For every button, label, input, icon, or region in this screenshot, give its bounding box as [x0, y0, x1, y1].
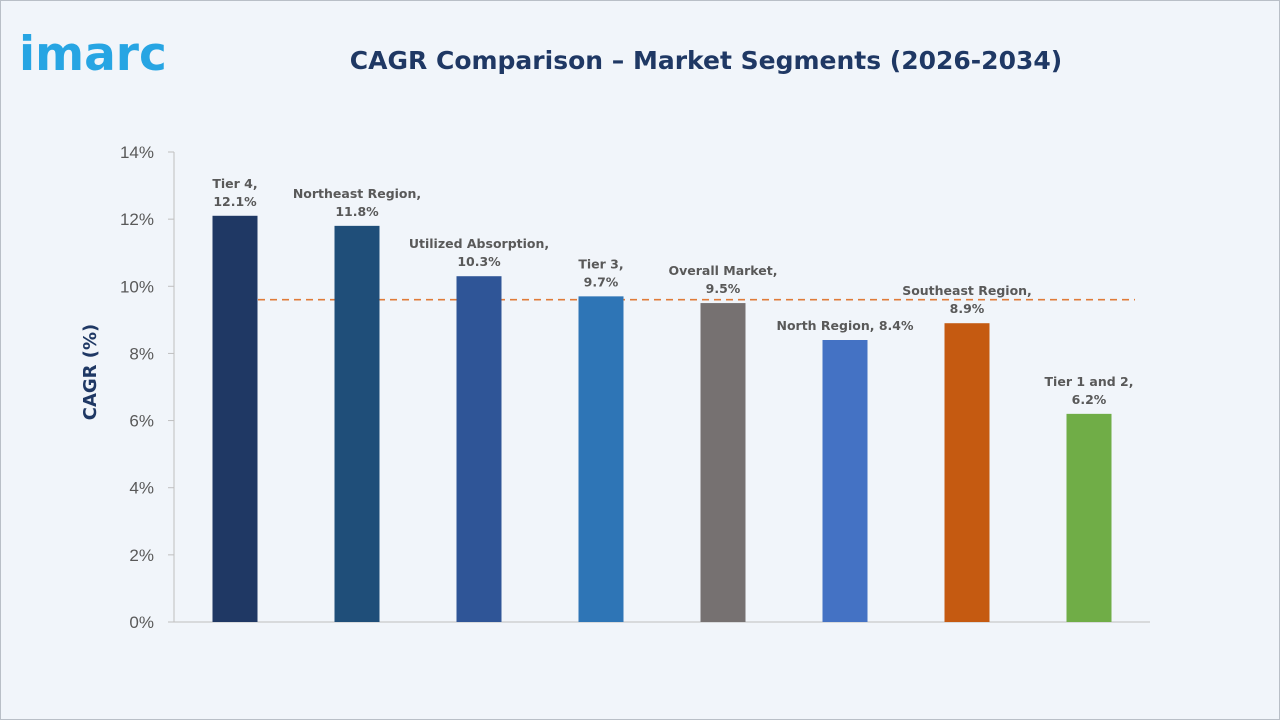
- bar-1: [334, 225, 380, 622]
- bar-4: [700, 303, 746, 622]
- data-label: 6.2%: [1072, 392, 1107, 407]
- data-label: 12.1%: [213, 194, 257, 209]
- bar-0: [212, 215, 258, 623]
- data-label: 9.7%: [584, 274, 619, 289]
- data-label: 9.5%: [706, 281, 741, 296]
- y-tick-label: 10%: [120, 277, 154, 296]
- imarc-logo: imarc: [19, 27, 167, 82]
- y-tick-label: 6%: [129, 412, 154, 431]
- bar-5: [822, 340, 868, 622]
- y-axis-label: CAGR (%): [80, 324, 101, 421]
- data-label: 8.9%: [950, 301, 985, 316]
- bar-7: [1066, 413, 1112, 622]
- bar-3: [578, 296, 624, 622]
- y-tick-label: 0%: [129, 613, 154, 632]
- bar-6: [944, 323, 990, 622]
- data-labels-group: Tier 4, 12.1% Northeast Region, 11.8% Utiliz…: [212, 176, 1133, 407]
- bars-group: [212, 215, 1112, 623]
- y-tick-label: 12%: [120, 210, 154, 229]
- data-label: Utilized Absorption,: [409, 236, 549, 251]
- y-tick-label: 2%: [129, 546, 154, 565]
- y-tick-label: 8%: [129, 344, 154, 363]
- chart-title: CAGR Comparison – Market Segments (2026-…: [349, 46, 1063, 75]
- data-label: North Region, 8.4%: [776, 318, 914, 333]
- data-label: 11.8%: [335, 204, 379, 219]
- data-label: Tier 4,: [212, 176, 257, 191]
- data-label: Northeast Region,: [293, 186, 421, 201]
- data-label: Southeast Region,: [902, 283, 1032, 298]
- y-tick-label: 14%: [120, 143, 154, 162]
- data-label: Tier 3,: [578, 256, 623, 271]
- data-label: Overall Market,: [669, 263, 778, 278]
- bar-2: [456, 276, 502, 622]
- y-tick-label: 4%: [129, 479, 154, 498]
- chart-axes: 0% 2% 4% 6% 8% 10% 12% 14%: [120, 143, 1150, 632]
- data-label: 10.3%: [457, 254, 501, 269]
- data-label: Tier 1 and 2,: [1045, 374, 1134, 389]
